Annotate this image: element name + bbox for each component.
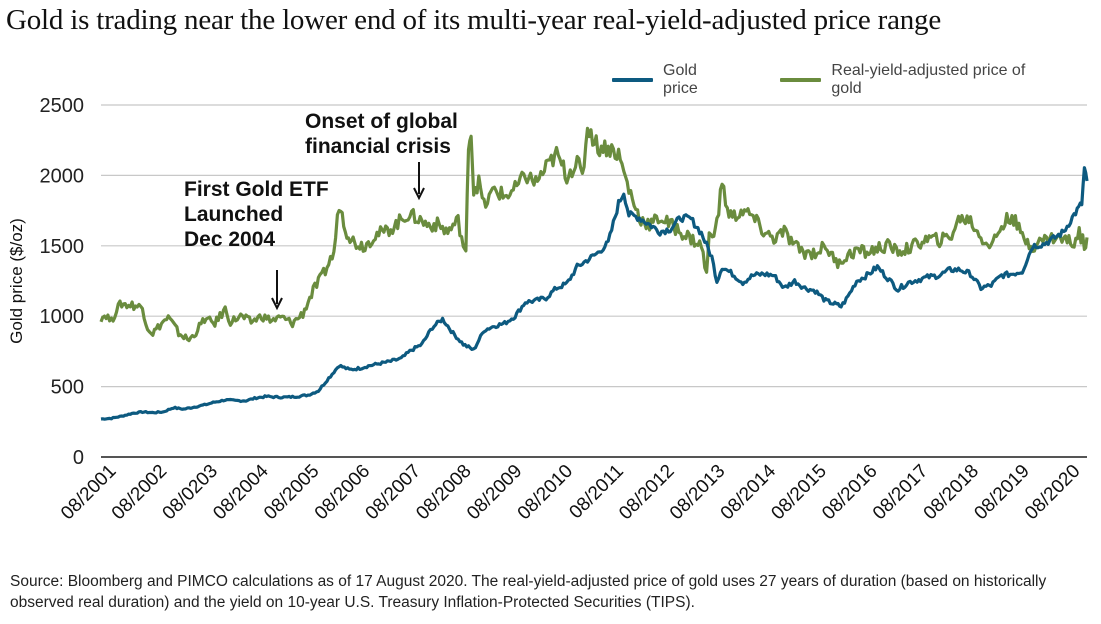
- x-tick-label: 08/2014: [717, 460, 781, 524]
- series-line-gold-price: [100, 166, 1089, 421]
- legend-item-gold-price: Gold price: [612, 62, 734, 98]
- x-tick-label: 08/2016: [818, 461, 881, 524]
- x-tick-label: 08/2007: [362, 461, 425, 524]
- arrow-head-icon: [413, 187, 425, 201]
- x-tick-label: 08/2005: [260, 461, 323, 524]
- x-tick-label: 08/0203: [159, 461, 222, 524]
- x-tick-label: 08/2015: [767, 461, 830, 524]
- x-axis-ticks: 08/200108/200208/020308/200408/200508/20…: [57, 460, 1084, 524]
- x-tick-label: 08/2019: [970, 461, 1033, 524]
- x-tick-label: 08/2018: [920, 461, 983, 524]
- x-tick-label: 08/2020: [1021, 461, 1084, 524]
- legend-swatch-gold-price: [612, 78, 654, 82]
- annotation-text: First Gold ETF: [184, 178, 329, 201]
- x-tick-label: 08/2012: [615, 461, 678, 524]
- legend: Gold price Real-yield-adjusted price of …: [612, 62, 1101, 98]
- x-tick-label: 08/2013: [666, 461, 729, 524]
- gridlines: [101, 104, 1087, 458]
- series-lines: [99, 126, 1089, 421]
- x-tick-label: 08/2002: [108, 461, 171, 524]
- x-tick-label: 08/2009: [463, 461, 526, 524]
- annotation-text: Launched: [184, 203, 283, 226]
- line-chart: 0 500 1000 1500 2000 2500 08/200108/200208/02…: [7, 95, 1089, 524]
- series-line-real-yield-adjusted: [99, 126, 1089, 343]
- x-tick-label: 08/2004: [209, 460, 273, 524]
- y-tick-label: 0: [73, 447, 84, 469]
- source-note: Source: Bloomberg and PIMCO calculations…: [10, 573, 1047, 611]
- x-tick-label: 08/2017: [869, 461, 932, 524]
- y-tick-label: 2500: [40, 95, 85, 117]
- legend-item-real-yield-adjusted: Real-yield-adjusted price of gold: [780, 62, 1055, 98]
- y-axis-ticks: 0 500 1000 1500 2000 2500: [40, 95, 85, 469]
- y-axis-label: Gold price ($/oz): [7, 218, 26, 344]
- x-tick-label: 08/2001: [57, 461, 120, 524]
- chart-title: Gold is trading near the lower end of it…: [6, 4, 942, 36]
- y-tick-label: 500: [51, 377, 84, 399]
- x-tick-label: 08/2010: [514, 461, 577, 524]
- legend-label-real-yield-adjusted: Real-yield-adjusted price of gold: [831, 62, 1026, 97]
- x-tick-label: 08/2008: [412, 461, 475, 524]
- annotation-text: Dec 2004: [184, 228, 275, 251]
- y-tick-label: 2000: [40, 165, 85, 187]
- x-tick-label: 08/2006: [311, 461, 374, 524]
- annotation-text: Onset of global: [305, 110, 458, 133]
- annotation-text: financial crisis: [305, 135, 451, 158]
- y-tick-label: 1000: [40, 306, 85, 328]
- y-tick-label: 1500: [40, 236, 85, 258]
- legend-swatch-real-yield-adjusted: [780, 78, 822, 82]
- arrow-head-icon: [271, 297, 283, 311]
- legend-label-gold-price: Gold price: [663, 62, 698, 97]
